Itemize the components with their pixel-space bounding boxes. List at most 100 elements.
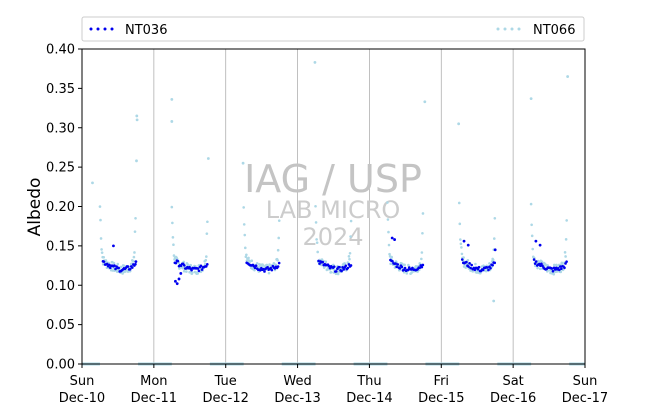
nt066-point bbox=[250, 259, 254, 263]
nt066-point bbox=[564, 255, 567, 258]
nt036-point bbox=[332, 265, 336, 268]
legend-marker-nt066 bbox=[503, 27, 507, 31]
nt066-point bbox=[135, 118, 139, 122]
nt036-point bbox=[277, 261, 281, 265]
nt036-point bbox=[254, 264, 258, 268]
nt066-point bbox=[488, 262, 491, 265]
nt066-point bbox=[172, 254, 176, 257]
nt066-point bbox=[405, 272, 409, 275]
nt066-point bbox=[423, 100, 427, 104]
nt066-point bbox=[329, 270, 333, 274]
nt066-point bbox=[135, 159, 138, 163]
watermark-line3: 2024 bbox=[302, 223, 363, 251]
nt036-point bbox=[335, 270, 338, 273]
nt036-point bbox=[391, 260, 394, 263]
nt036-point bbox=[539, 264, 542, 267]
nt066-point bbox=[274, 263, 278, 267]
legend-marker-nt036 bbox=[89, 27, 93, 31]
legend-entry-nt066: NT066 bbox=[496, 23, 575, 38]
nt036-point bbox=[175, 282, 179, 286]
nt066-point bbox=[552, 272, 556, 276]
nt036-point bbox=[565, 260, 568, 263]
nt066-point bbox=[314, 204, 317, 208]
x-tick-label-date: Dec-17 bbox=[562, 391, 608, 406]
legend-marker-nt036 bbox=[110, 27, 114, 31]
nt066-point bbox=[403, 263, 406, 267]
nt036-point bbox=[469, 266, 472, 270]
nt036-point bbox=[342, 268, 345, 271]
nt066-point bbox=[261, 264, 265, 267]
nt066-point bbox=[170, 120, 174, 123]
nt036-point bbox=[176, 259, 180, 263]
nt066-point bbox=[531, 247, 535, 251]
nt066-point bbox=[546, 264, 550, 267]
nt036-point bbox=[540, 262, 543, 266]
nt036-point bbox=[534, 239, 538, 243]
legend-marker-nt066 bbox=[517, 27, 521, 31]
nt066-point bbox=[529, 97, 533, 101]
nt036-point bbox=[105, 262, 109, 266]
nt036-point bbox=[486, 266, 489, 269]
legend-frame bbox=[81, 16, 585, 42]
nt066-point bbox=[105, 260, 108, 264]
nt066-point bbox=[530, 234, 534, 238]
nt066-point bbox=[457, 201, 461, 205]
nt036-point bbox=[420, 265, 424, 269]
x-tick-label-date: Dec-15 bbox=[418, 391, 464, 406]
nt066-point bbox=[243, 246, 247, 250]
legend-entry-nt036: NT036 bbox=[89, 23, 167, 38]
nt036-point bbox=[114, 267, 117, 271]
nt066-point bbox=[389, 262, 392, 266]
nt066-point bbox=[478, 271, 482, 275]
nt066-point bbox=[555, 270, 559, 273]
nt066-point bbox=[462, 256, 465, 259]
nt066-point bbox=[540, 260, 544, 263]
nt036-point bbox=[491, 263, 494, 267]
nt066-point bbox=[170, 205, 174, 209]
nt066-point bbox=[277, 219, 281, 222]
nt066-point bbox=[314, 221, 318, 224]
nt066-point bbox=[255, 262, 259, 265]
nt066-point bbox=[565, 219, 568, 222]
nt036-point bbox=[197, 269, 201, 273]
nt066-point bbox=[348, 251, 352, 255]
nt066-point bbox=[492, 237, 496, 240]
y-tick-label: 0.05 bbox=[46, 318, 75, 333]
nt036-point bbox=[468, 261, 471, 265]
nt036-point bbox=[263, 270, 266, 273]
x-tick-label-day: Sun bbox=[573, 374, 598, 389]
nt066-point bbox=[492, 299, 496, 303]
nt066-point bbox=[182, 269, 186, 273]
nt066-point bbox=[466, 259, 470, 262]
nt066-point bbox=[387, 230, 390, 234]
nt066-point bbox=[276, 258, 279, 262]
nt036-point bbox=[108, 266, 112, 270]
nt036-point bbox=[558, 265, 562, 268]
legend-label-nt066: NT066 bbox=[533, 23, 575, 38]
watermark: IAG / USP LAB MICRO 2024 bbox=[244, 157, 422, 251]
nt066-point bbox=[386, 201, 389, 204]
nt066-point bbox=[191, 271, 194, 274]
y-tick-label: 0.30 bbox=[46, 121, 75, 136]
nt036-point bbox=[470, 263, 473, 267]
x-tick-label-date: Dec-11 bbox=[131, 391, 177, 406]
nt066-point bbox=[132, 259, 135, 263]
nt036-point bbox=[550, 267, 554, 270]
nt066-point bbox=[189, 263, 192, 267]
nt036-point bbox=[321, 260, 325, 264]
nt036-point bbox=[338, 265, 341, 269]
x-axis: Sun Dec-10 Mon Dec-11 Tue Dec-12 Wed Dec-13 Thu D… bbox=[59, 364, 608, 406]
x-tick-label-date: Dec-14 bbox=[346, 391, 392, 406]
nt066-point bbox=[205, 255, 208, 258]
nt036-point bbox=[266, 266, 269, 269]
nt036-point bbox=[107, 263, 111, 267]
nt066-point bbox=[420, 257, 423, 261]
nt066-point bbox=[347, 255, 351, 258]
nt066-point bbox=[421, 212, 425, 215]
watermark-line1: IAG / USP bbox=[244, 157, 422, 201]
nt036-point bbox=[113, 264, 116, 267]
nt036-point bbox=[403, 266, 407, 270]
nt066-point bbox=[122, 264, 126, 268]
nt066-point bbox=[276, 248, 280, 252]
nt036-point bbox=[466, 243, 470, 247]
